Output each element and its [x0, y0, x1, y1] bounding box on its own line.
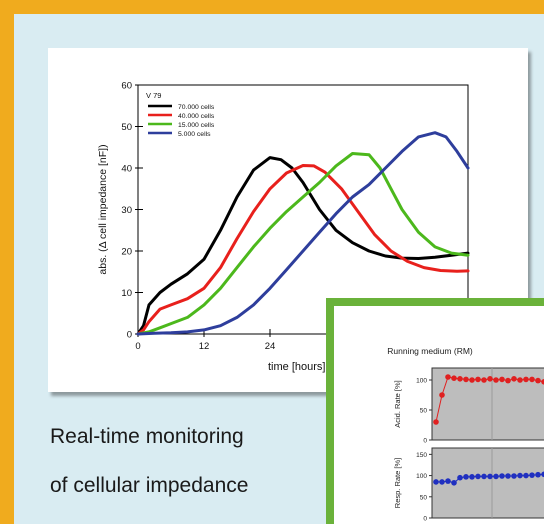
y-tick-label: 0 [127, 330, 132, 341]
series-line-3 [136, 131, 470, 336]
series-line-2 [136, 152, 470, 336]
x-tick-label: 24 [265, 341, 276, 352]
y-tick-label: 60 [121, 81, 132, 92]
resp-point [511, 473, 517, 479]
series-line-1 [136, 164, 470, 336]
legend-label-1: 40.000 cells [178, 113, 215, 120]
resp-point [541, 471, 544, 478]
chart-axes: 01020304050600122436abs. (Δ cell impedan… [97, 81, 469, 373]
resp-point [463, 474, 469, 480]
resp-point [493, 377, 499, 383]
resp-point [439, 479, 445, 485]
resp-point [469, 377, 475, 383]
legend-title: V 79 [146, 91, 161, 100]
y-tick-label: 50 [121, 122, 132, 133]
chart-legend: V 79 70.000 cells 40.000 cells 15.000 cells… [146, 91, 215, 138]
resp-point [451, 375, 457, 381]
resp-point [433, 479, 439, 485]
resp-point [445, 478, 451, 484]
resp-point [487, 473, 493, 480]
resp-point [517, 377, 523, 383]
resp-y-tick-label: 0 [423, 516, 427, 523]
resp-point [451, 479, 457, 486]
resp-point [511, 376, 517, 382]
y-axis-label: abs. (Δ cell impedance [nF]) [97, 144, 109, 274]
x-axis-label: time [hours] [268, 361, 325, 373]
resp-chart-title: Running medium (RM) [387, 346, 473, 356]
legend-label-3: 5.000 cells [178, 131, 211, 138]
resp-point [523, 472, 529, 479]
resp-point [529, 472, 535, 478]
resp-y-tick-label: 100 [416, 473, 427, 480]
resp-y-tick-label: 50 [420, 408, 428, 415]
resp-point [439, 392, 445, 398]
resp-point [457, 376, 463, 382]
resp-y-axis-label-1: Resp. Rate [%] [393, 458, 402, 508]
y-tick-label: 40 [121, 164, 132, 175]
y-tick-label: 30 [121, 205, 132, 216]
x-tick-label: 12 [199, 341, 210, 352]
resp-point [475, 473, 481, 480]
legend-label-2: 15.000 cells [178, 122, 215, 129]
resp-point [445, 374, 451, 380]
resp-point [505, 473, 511, 479]
respiration-chart: Running medium (RM) 0 50 100 Acid. Rate [%] 0… [387, 346, 544, 523]
resp-point [481, 473, 487, 480]
resp-point [523, 376, 529, 383]
resp-y-tick-label: 0 [423, 438, 427, 445]
resp-point [493, 473, 499, 480]
caption-line-2: of cellular impedance [50, 474, 249, 497]
resp-point [463, 376, 469, 383]
legend-label-0: 70.000 cells [178, 104, 215, 111]
resp-point [487, 376, 493, 382]
y-tick-label: 20 [121, 247, 132, 258]
resp-point [517, 472, 523, 479]
y-tick-label: 10 [121, 288, 132, 299]
resp-point [499, 473, 505, 479]
resp-point [541, 379, 544, 385]
resp-point [535, 471, 541, 478]
resp-y-tick-label: 50 [420, 494, 428, 501]
resp-y-tick-label: 150 [416, 452, 427, 459]
caption-line-1: Real-time monitoring [50, 425, 244, 448]
resp-point [481, 377, 487, 383]
resp-point [535, 377, 541, 384]
resp-y-axis-label-0: Acid. Rate [%] [393, 380, 402, 428]
resp-panel-bg-1 [431, 447, 544, 519]
respiration-chart-inner: Running medium (RM) 0 50 100 Acid. Rate [%] 0… [334, 306, 544, 524]
impedance-chart: 01020304050600122436abs. (Δ cell impedan… [97, 81, 470, 373]
resp-y-tick-label: 100 [416, 378, 427, 385]
respiration-chart-card: Running medium (RM) 0 50 100 Acid. Rate [%] 0… [326, 298, 544, 524]
x-tick-label: 0 [135, 341, 140, 352]
resp-point [505, 377, 511, 384]
resp-point [499, 376, 505, 383]
resp-point [433, 419, 439, 425]
resp-point [529, 376, 535, 383]
resp-point [457, 474, 463, 481]
resp-point [475, 376, 481, 383]
chart-series [136, 131, 470, 336]
resp-point [469, 474, 475, 480]
